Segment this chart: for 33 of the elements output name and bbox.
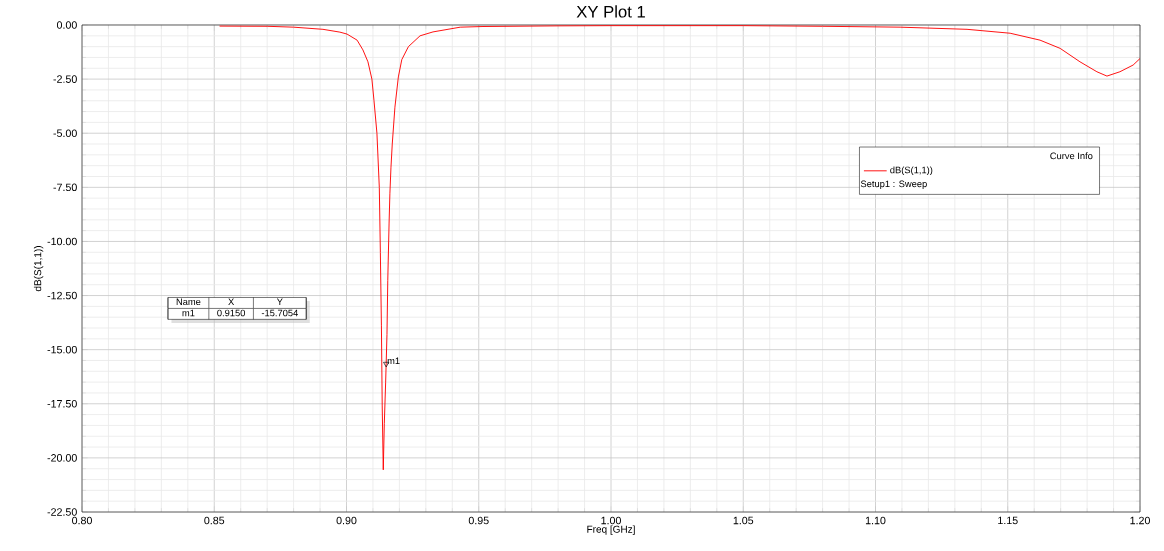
- y-tick-label: -15.00: [47, 345, 77, 354]
- x-tick-label: 1.05: [733, 516, 754, 525]
- x-tick-label: 0.95: [468, 516, 489, 525]
- annotation: X: [228, 298, 235, 305]
- annotation: 0.9150: [217, 309, 246, 317]
- x-tick-label: 0.85: [204, 516, 225, 525]
- x-tick-label: 0.80: [72, 516, 92, 525]
- y-tick-label: -20.00: [47, 454, 77, 462]
- annotation: -15.7054: [261, 309, 298, 317]
- x-tick-label: 1.00: [601, 516, 621, 525]
- legend-label: dB(S(1,1)): [890, 166, 933, 176]
- annotation: Setup1 : Sweep: [860, 180, 927, 189]
- y-tick-label: -2.50: [53, 75, 77, 83]
- y-tick-label: -5.00: [53, 129, 77, 137]
- annotation: Y: [276, 298, 283, 305]
- x-tick-label: 1.10: [865, 516, 886, 525]
- y-tick-label: 0.00: [56, 21, 77, 29]
- x-tick-label: 1.15: [998, 516, 1018, 525]
- chart-title: XY Plot 1: [576, 5, 645, 18]
- y-tick-label: -12.50: [47, 291, 77, 300]
- x-axis-title: Freq [GHz]: [587, 525, 635, 535]
- y-tick-label: -22.50: [47, 508, 77, 516]
- y-tick-label: -10.00: [47, 237, 77, 246]
- x-tick-label: 1.20: [1130, 516, 1150, 525]
- y-tick-label: -17.50: [47, 400, 77, 408]
- y-tick-label: -7.50: [53, 183, 77, 192]
- annotation: Name: [176, 298, 201, 306]
- x-tick-label: 0.90: [336, 516, 357, 525]
- line-series: [219, 25, 1141, 471]
- legend-title: Curve Info: [1050, 152, 1093, 160]
- annotation: m1: [387, 357, 400, 364]
- annotation: m1: [182, 309, 195, 317]
- y-axis-title: dB(S(1,1)): [33, 246, 44, 292]
